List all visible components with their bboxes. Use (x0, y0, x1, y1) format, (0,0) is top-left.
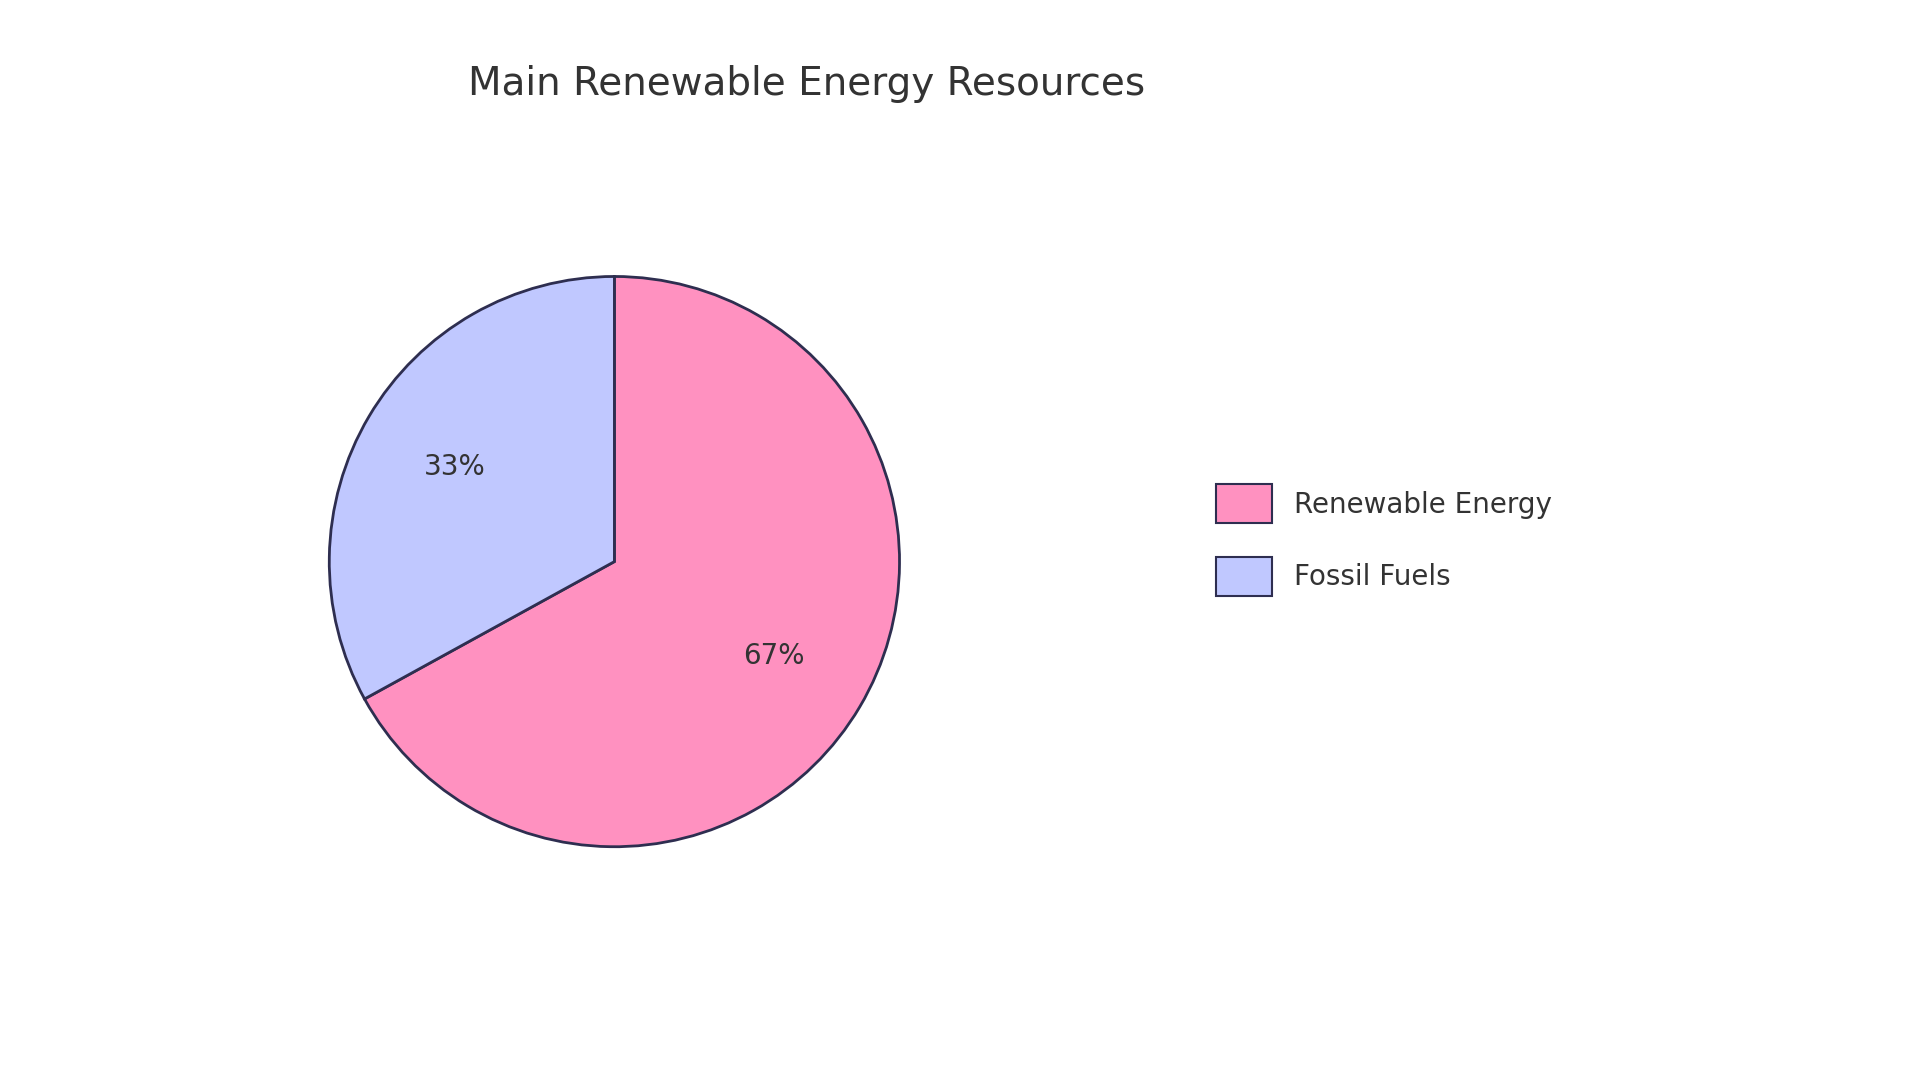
Text: 67%: 67% (743, 642, 804, 670)
Text: 33%: 33% (424, 454, 486, 482)
Legend: Renewable Energy, Fossil Fuels: Renewable Energy, Fossil Fuels (1202, 470, 1567, 610)
Wedge shape (365, 276, 900, 847)
Wedge shape (330, 276, 614, 699)
Text: Main Renewable Energy Resources: Main Renewable Energy Resources (468, 65, 1144, 103)
